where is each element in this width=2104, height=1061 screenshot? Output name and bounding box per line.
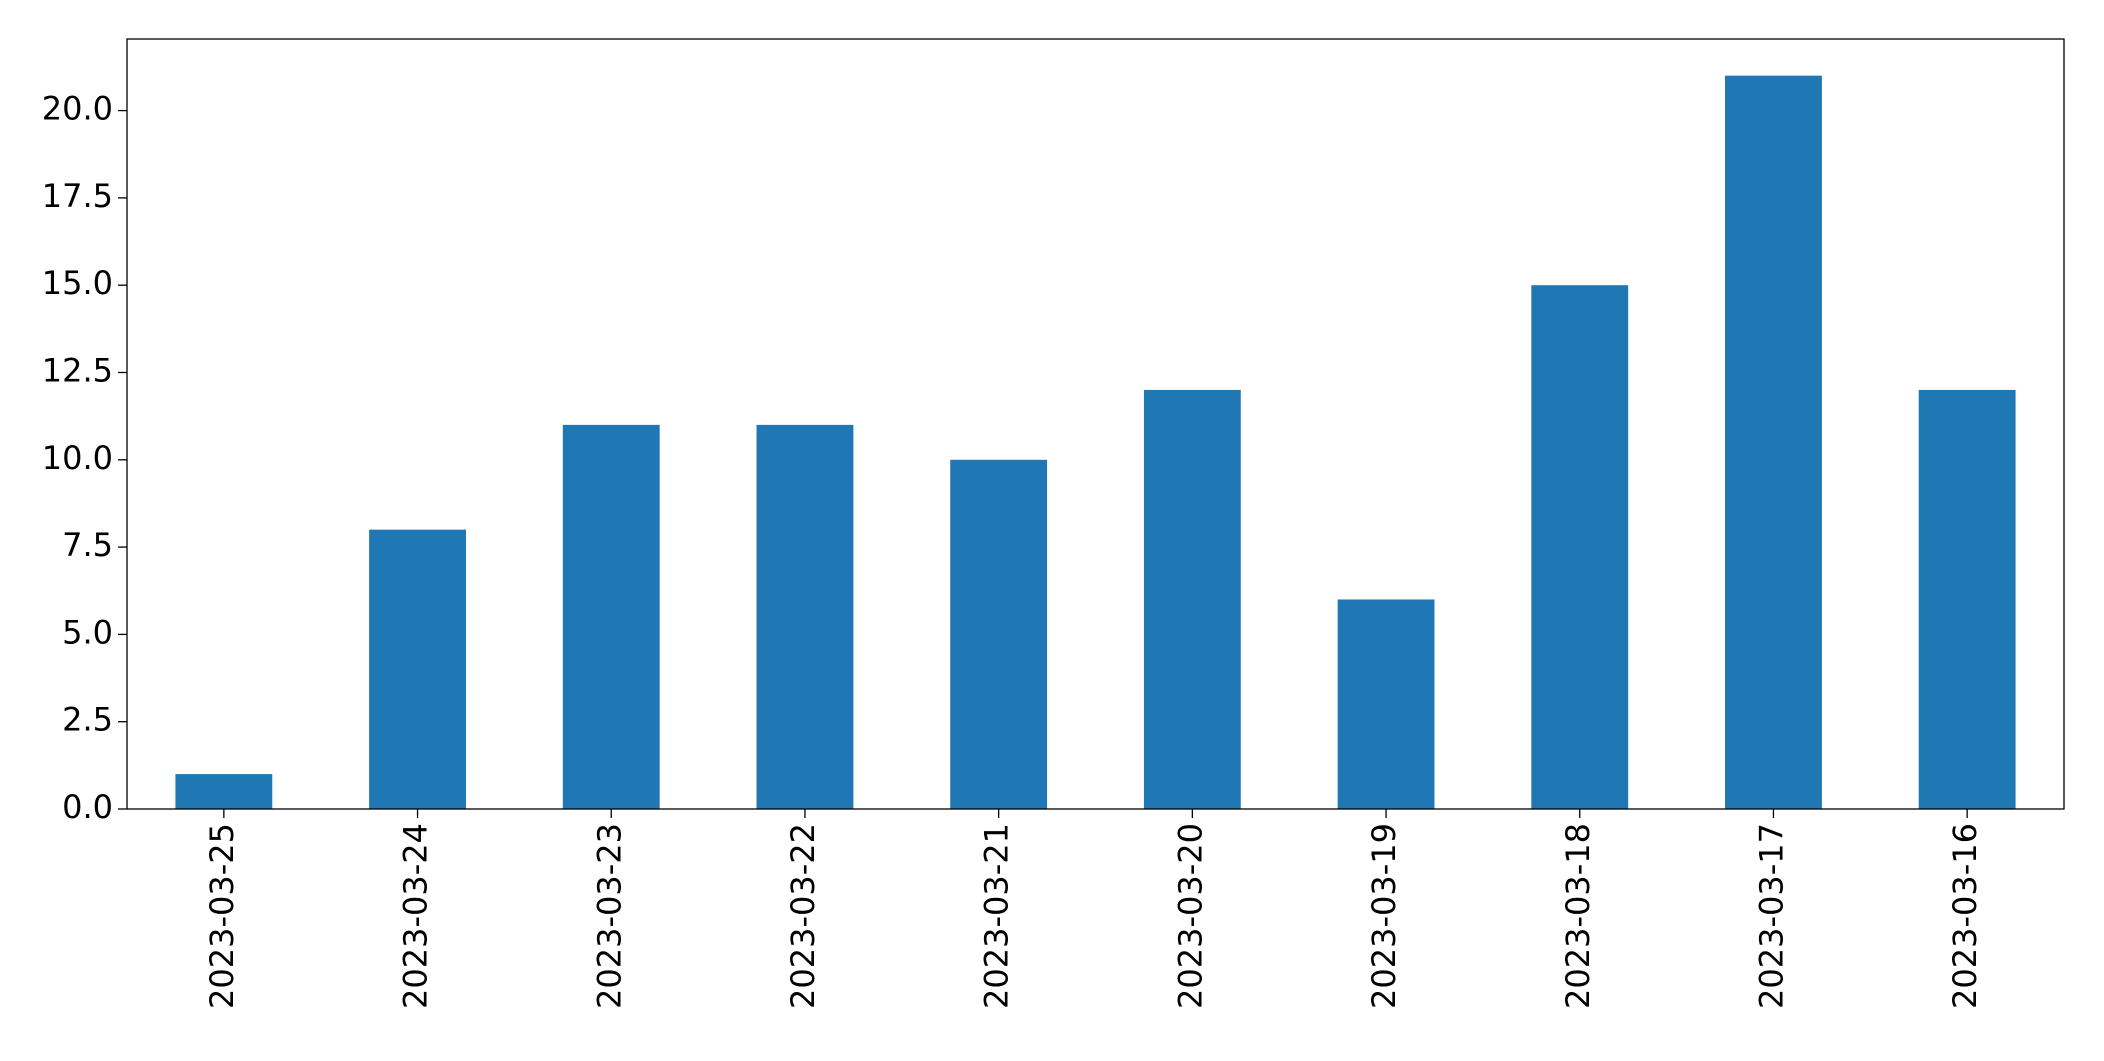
y-tick-label: 17.5 [42,177,113,215]
bar [369,529,466,809]
bar [1143,389,1241,809]
bar [175,774,273,809]
x-tick-label: 2023-03-21 [978,823,1016,1009]
bar [756,424,854,809]
y-tick-label: 10.0 [42,439,113,477]
y-tick-label: 20.0 [42,90,113,128]
y-tick-label: 0.0 [62,788,113,826]
bar [950,459,1048,809]
bar [1531,285,1629,809]
x-tick-label: 2023-03-24 [397,823,435,1009]
x-tick-label: 2023-03-22 [784,823,822,1009]
bar [1725,75,1822,809]
y-tick-label: 12.5 [42,351,113,389]
x-tick-label: 2023-03-17 [1752,823,1790,1009]
x-tick-label: 2023-03-23 [590,823,628,1009]
plot-frame [126,38,2065,810]
y-tick-label: 7.5 [62,526,113,564]
y-tick-label: 15.0 [42,264,113,302]
bar [1918,389,2016,809]
bar [562,424,660,809]
y-tick-label: 5.0 [62,613,113,651]
x-tick-label: 2023-03-19 [1365,823,1403,1009]
bar [1337,599,1435,809]
x-tick-label: 2023-03-18 [1559,823,1597,1009]
x-tick-label: 2023-03-16 [1946,823,1984,1009]
x-tick-label: 2023-03-25 [203,823,241,1009]
y-tick-label: 2.5 [62,701,113,739]
x-tick-label: 2023-03-20 [1171,823,1209,1009]
